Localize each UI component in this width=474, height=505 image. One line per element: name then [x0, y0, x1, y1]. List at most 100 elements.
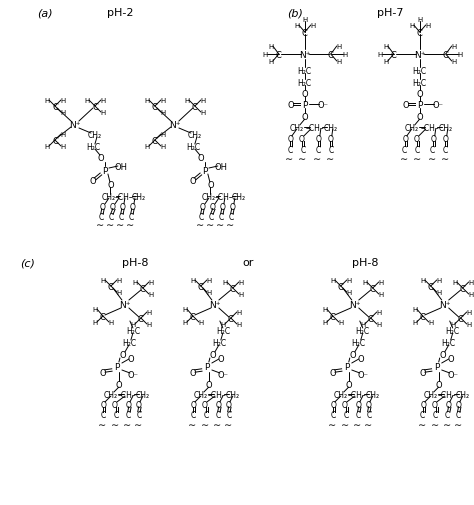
Text: O: O — [108, 180, 114, 189]
Text: H: H — [468, 279, 474, 285]
Text: H₂C: H₂C — [212, 338, 226, 347]
Text: C: C — [420, 312, 426, 321]
Text: H: H — [262, 52, 267, 58]
Text: ∼: ∼ — [431, 419, 439, 429]
Text: C: C — [460, 284, 465, 293]
Text: H: H — [376, 310, 382, 316]
Text: H: H — [417, 17, 422, 23]
Text: C: C — [108, 212, 114, 221]
Text: C: C — [443, 145, 448, 154]
Text: H: H — [148, 279, 154, 285]
Text: CH₂: CH₂ — [424, 390, 438, 399]
Text: C: C — [228, 314, 234, 323]
Text: O: O — [136, 400, 142, 409]
Text: H: H — [92, 307, 98, 313]
Text: H₂C: H₂C — [442, 338, 456, 347]
Text: ∼: ∼ — [96, 220, 104, 230]
Text: CH₂: CH₂ — [456, 390, 470, 399]
Text: OH: OH — [114, 162, 128, 171]
Text: C: C — [430, 145, 435, 154]
Text: H: H — [160, 98, 165, 104]
Text: ∼: ∼ — [353, 419, 361, 429]
Text: H: H — [268, 44, 273, 50]
Text: H: H — [383, 44, 388, 50]
Text: O: O — [190, 368, 196, 377]
Text: ∼: ∼ — [226, 220, 234, 230]
Text: ∼: ∼ — [298, 154, 306, 164]
Text: N⁺: N⁺ — [209, 300, 220, 309]
Text: H: H — [60, 132, 65, 138]
Text: H: H — [190, 277, 195, 283]
Text: C: C — [370, 284, 376, 293]
Text: C: C — [198, 212, 203, 221]
Text: O⁻: O⁻ — [128, 370, 138, 379]
Text: H₂C: H₂C — [86, 142, 100, 151]
Text: C: C — [118, 212, 124, 221]
Text: H₂C: H₂C — [186, 142, 200, 151]
Text: O: O — [190, 176, 196, 185]
Text: ∼: ∼ — [313, 154, 321, 164]
Text: H: H — [92, 319, 98, 325]
Text: C: C — [92, 103, 98, 111]
Text: C: C — [428, 282, 434, 291]
Text: O: O — [130, 202, 136, 211]
Text: O: O — [432, 400, 438, 409]
Text: O: O — [288, 100, 294, 109]
Text: ∼: ∼ — [224, 419, 232, 429]
Text: H: H — [360, 321, 365, 327]
Text: H: H — [451, 59, 456, 65]
Text: H: H — [338, 319, 343, 325]
Text: (b): (b) — [287, 8, 303, 18]
Text: O: O — [301, 89, 308, 98]
Text: C: C — [456, 411, 461, 420]
Text: C: C — [52, 136, 58, 145]
Text: C: C — [128, 212, 134, 221]
Text: ∼: ∼ — [206, 220, 214, 230]
Text: O: O — [414, 134, 419, 143]
Text: O: O — [128, 354, 134, 363]
Text: N⁺: N⁺ — [439, 300, 450, 309]
Text: C: C — [433, 411, 438, 420]
Text: O⁻: O⁻ — [317, 100, 328, 109]
Text: H₂C: H₂C — [298, 78, 312, 87]
Text: H: H — [268, 59, 273, 65]
Text: CH₂: CH₂ — [202, 192, 216, 201]
Text: H: H — [450, 321, 456, 327]
Text: O: O — [226, 400, 232, 409]
Text: H: H — [182, 319, 188, 325]
Text: O: O — [90, 176, 96, 185]
Text: N⁺: N⁺ — [414, 50, 426, 60]
Text: CH₂: CH₂ — [438, 123, 453, 132]
Text: H: H — [148, 291, 154, 297]
Text: P: P — [114, 362, 119, 371]
Text: (c): (c) — [20, 258, 36, 268]
Text: CH₂: CH₂ — [405, 123, 419, 132]
Text: C: C — [190, 312, 196, 321]
Text: ∼: ∼ — [428, 154, 436, 164]
Text: CH₂: CH₂ — [188, 130, 202, 139]
Text: CH₂: CH₂ — [226, 390, 240, 399]
Text: CH₂: CH₂ — [132, 192, 146, 201]
Text: H: H — [45, 144, 50, 149]
Text: H: H — [457, 52, 462, 58]
Text: O: O — [447, 354, 454, 363]
Text: ∼: ∼ — [285, 154, 293, 164]
Text: C: C — [208, 212, 213, 221]
Text: H: H — [160, 144, 165, 149]
Text: C: C — [391, 50, 397, 60]
Text: N⁺: N⁺ — [299, 50, 310, 60]
Text: O: O — [210, 350, 216, 359]
Text: O: O — [100, 368, 106, 377]
Text: H: H — [377, 52, 383, 58]
Text: –CH–: –CH– — [438, 390, 456, 399]
Text: O: O — [329, 368, 336, 377]
Text: C: C — [192, 103, 198, 111]
Text: O: O — [349, 350, 356, 359]
Text: H: H — [60, 144, 65, 149]
Text: C: C — [417, 28, 423, 37]
Text: O: O — [456, 400, 462, 409]
Text: H: H — [222, 279, 228, 285]
Text: H: H — [220, 321, 226, 327]
Text: H: H — [378, 279, 383, 285]
Text: C: C — [226, 411, 231, 420]
